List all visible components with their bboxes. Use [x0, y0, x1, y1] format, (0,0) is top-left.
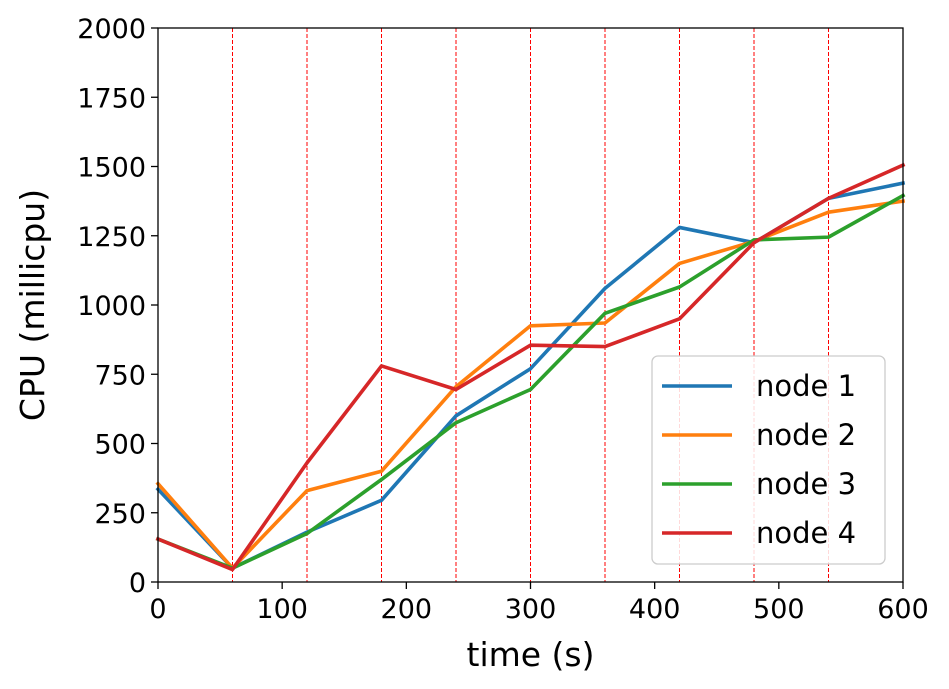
x-tick-label: 400	[629, 594, 681, 625]
x-axis-ticks: 0 100 200 300 400 500 600	[149, 582, 929, 625]
series-line-node-2	[155, 199, 906, 570]
vertical-marker-lines	[232, 28, 829, 582]
legend-label-node-2: node 2	[756, 418, 856, 452]
y-axis-ticks: 0 250 500 750 1000 1250 1500 1750 2000	[77, 14, 158, 599]
y-tick-label: 750	[94, 360, 146, 391]
y-tick-label: 2000	[77, 14, 146, 45]
x-axis-label: time (s)	[467, 635, 595, 674]
y-tick-label: 1750	[77, 83, 146, 114]
legend-label-node-3: node 3	[756, 467, 856, 501]
legend-box	[651, 355, 886, 565]
x-tick-label: 100	[256, 594, 308, 625]
legend: node 1 node 2 node 3 node 4	[651, 355, 886, 565]
series-line-node-4	[155, 162, 906, 572]
y-tick-label: 1000	[77, 291, 146, 322]
x-tick-label: 600	[877, 594, 929, 625]
x-tick-label: 0	[149, 594, 166, 625]
x-tick-label: 300	[505, 594, 557, 625]
legend-label-node-1: node 1	[756, 369, 856, 403]
x-tick-label: 200	[381, 594, 433, 625]
y-tick-label: 1250	[77, 222, 146, 253]
y-tick-label: 1500	[77, 153, 146, 184]
y-tick-label: 500	[94, 430, 146, 461]
y-tick-label: 250	[94, 499, 146, 530]
y-axis-label: CPU (millicpu)	[13, 189, 52, 421]
x-tick-label: 500	[753, 594, 805, 625]
series-line-node-3	[155, 193, 906, 570]
y-tick-label: 0	[129, 568, 146, 599]
legend-label-node-4: node 4	[756, 516, 856, 550]
series-lines	[155, 162, 906, 572]
